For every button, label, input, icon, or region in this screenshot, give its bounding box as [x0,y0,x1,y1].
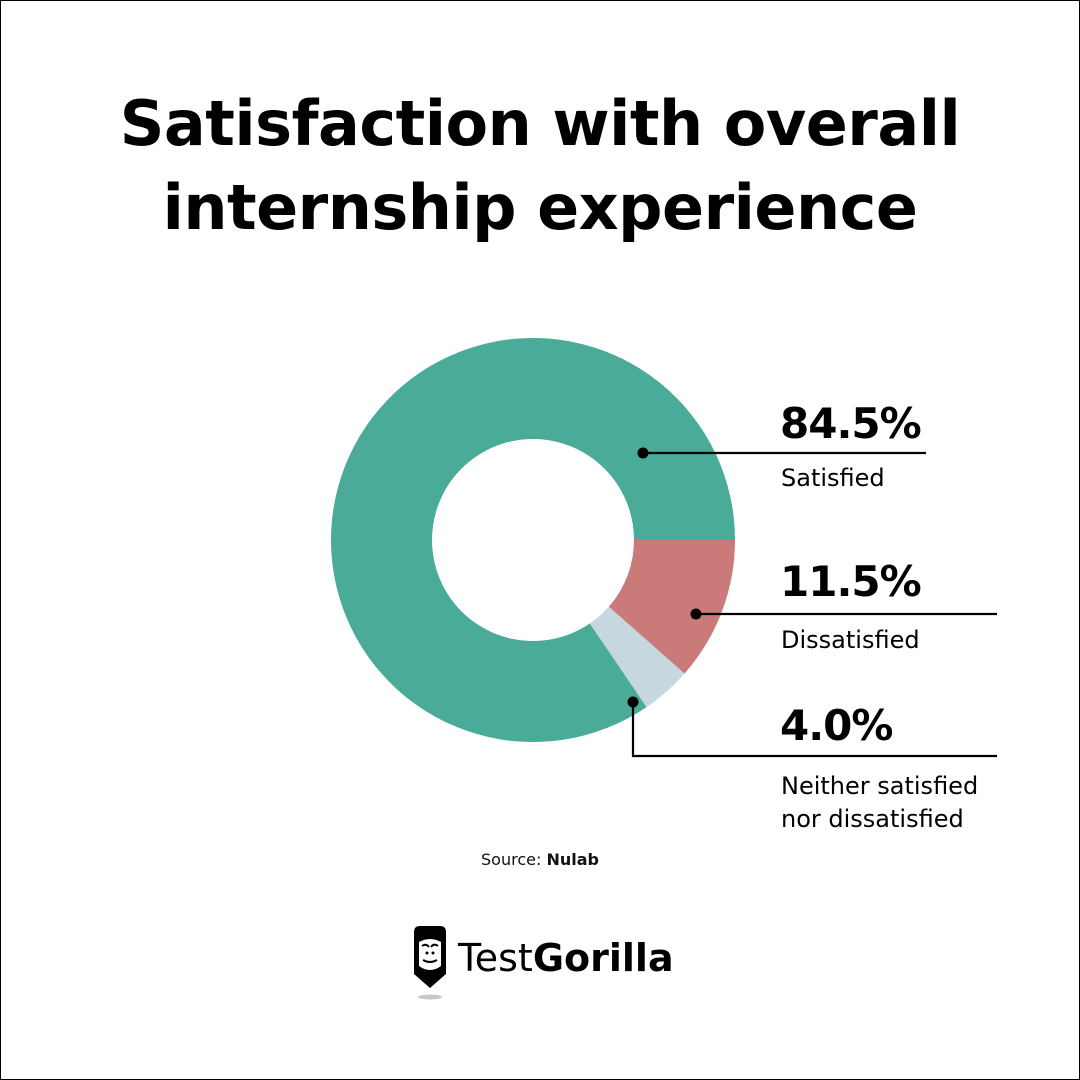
source-note: Source: Nulab [0,850,1080,869]
chart-title: Satisfaction with overall internship exp… [0,82,1080,250]
gorilla-pencil-icon [414,926,446,1000]
brand-logo: TestGorilla [410,922,674,1002]
title-line-2: internship experience [162,171,918,244]
brand-wordmark: TestGorilla [458,936,674,980]
dissatisfied-percentage: 11.5% [780,557,922,606]
source-prefix: Source: [481,850,547,869]
satisfied-label: Satisfied [781,464,885,492]
brand-word-test: Test [458,936,533,980]
satisfied-percentage: 84.5% [780,399,922,448]
neither-label-line-1: Neither satisfied [781,772,979,800]
neither-percentage: 4.0% [780,701,893,750]
neither-label-line-2: nor dissatisfied [781,805,964,833]
neither-label: Neither satisfied nor dissatisfied [781,770,978,836]
leader-lines [627,447,997,758]
dissatisfied-slice [608,540,735,674]
source-name: Nulab [546,850,599,869]
title-line-1: Satisfaction with overall [119,87,961,160]
brand-word-gorilla: Gorilla [532,936,674,980]
neither-leader-line [631,702,997,758]
dissatisfied-label: Dissatisfied [781,626,920,654]
neither-slice [589,606,685,708]
donut-slices [330,337,735,742]
satisfied-slice [330,337,735,742]
